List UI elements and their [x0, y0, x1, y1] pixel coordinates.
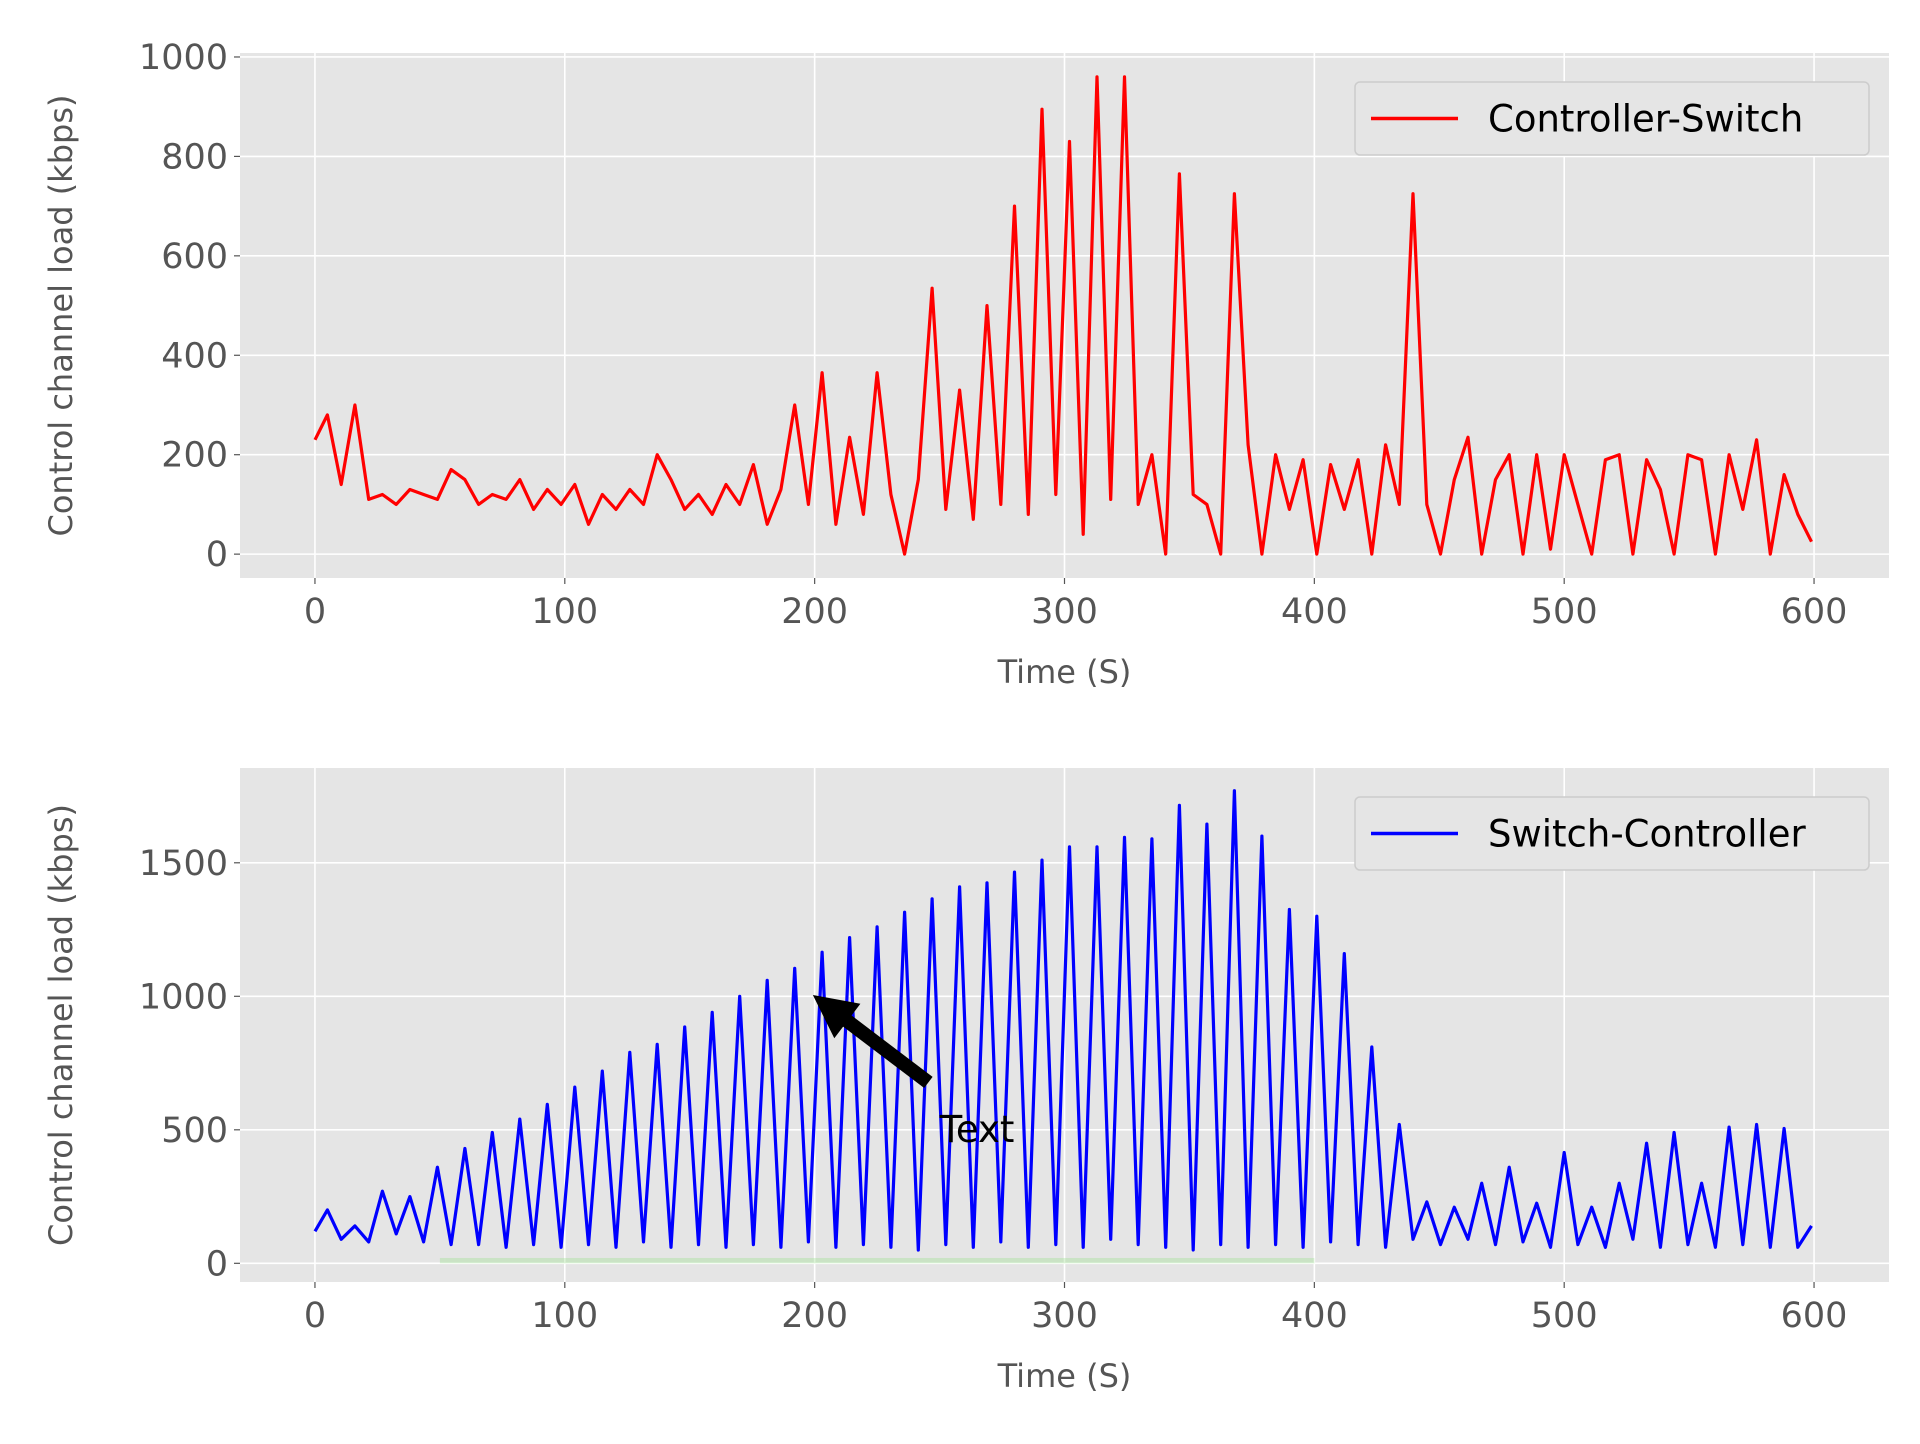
x-tick-label: 0	[304, 1296, 326, 1336]
y-tick-label: 400	[161, 336, 228, 376]
x-tick-label: 500	[1531, 1296, 1598, 1336]
x-axis-label: Time (S)	[997, 1357, 1132, 1395]
y-tick-label: 1000	[139, 38, 228, 78]
x-tick-label: 200	[781, 1296, 848, 1336]
x-tick-label: 600	[1781, 1296, 1848, 1336]
legend-box	[1354, 796, 1870, 871]
x-tick-label: 200	[781, 592, 848, 632]
annotation-text: Text	[939, 1108, 1015, 1151]
y-axis-label: Control channel load (kbps)	[42, 95, 80, 537]
x-tick-label: 500	[1531, 592, 1598, 632]
y-tick-label: 0	[206, 1244, 228, 1284]
y-tick-label: 600	[161, 237, 228, 277]
x-tick-label: 600	[1781, 592, 1848, 632]
annotation-arrow	[812, 994, 933, 1088]
x-tick-label: 100	[531, 1296, 598, 1336]
y-tick-label: 800	[161, 137, 228, 177]
x-tick-label: 0	[304, 592, 326, 632]
x-axis-label: Time (S)	[997, 653, 1132, 691]
y-tick-label: 500	[161, 1111, 228, 1151]
x-tick-label: 300	[1031, 1296, 1098, 1336]
subplot: 0 100 200 300 400 500 600 0 500 1000 1500 Time (S) C…	[42, 768, 1889, 1395]
x-tick-label: 100	[531, 592, 598, 632]
data-line	[313, 789, 1813, 1252]
y-tick-label: 0	[206, 535, 228, 575]
x-tick-label: 300	[1031, 592, 1098, 632]
legend-box	[1354, 81, 1870, 156]
y-tick-label: 1000	[139, 977, 228, 1017]
y-axis-label: Control channel load (kbps)	[42, 804, 80, 1246]
x-tick-label: 400	[1281, 1296, 1348, 1336]
legend-label: Switch-Controller	[1488, 813, 1806, 856]
y-tick-label: 1500	[139, 844, 228, 884]
legend-label: Controller-Switch	[1488, 98, 1803, 141]
x-tick-label: 400	[1281, 592, 1348, 632]
shaded-region	[439, 1257, 1315, 1264]
subplot: 0 100 200 300 400 500 600 0 200 400 600 800 1000 Time…	[42, 38, 1889, 691]
y-tick-label: 200	[161, 436, 228, 476]
data-line	[313, 75, 1813, 556]
